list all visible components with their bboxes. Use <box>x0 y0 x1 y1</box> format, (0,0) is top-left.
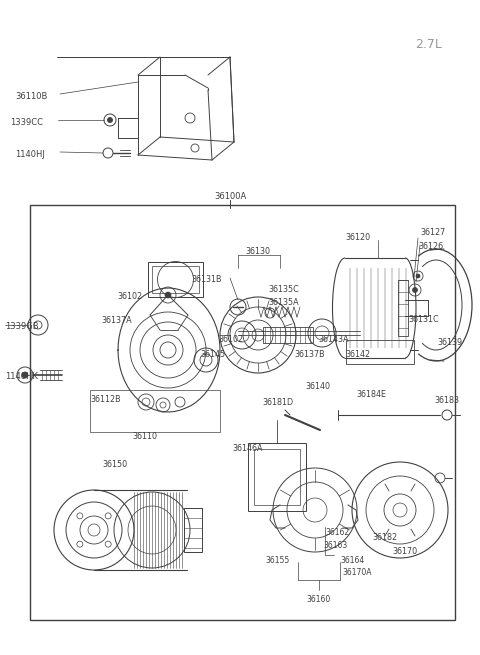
Text: 1339GB: 1339GB <box>5 322 38 331</box>
Bar <box>346 340 414 364</box>
Text: 36120: 36120 <box>346 233 371 242</box>
Bar <box>30 205 455 620</box>
Text: 36164: 36164 <box>340 556 364 565</box>
Text: 36170: 36170 <box>392 547 417 556</box>
Text: 36163: 36163 <box>323 541 347 550</box>
Bar <box>152 266 199 293</box>
Text: 36127: 36127 <box>420 228 445 237</box>
Text: 36170A: 36170A <box>342 568 372 577</box>
Text: 36139: 36139 <box>437 338 462 347</box>
Text: 36184E: 36184E <box>356 390 386 399</box>
Text: 36137B: 36137B <box>294 350 324 359</box>
Bar <box>184 508 202 552</box>
Text: 36160: 36160 <box>307 595 331 604</box>
Circle shape <box>22 372 28 378</box>
Text: 36183: 36183 <box>434 396 459 405</box>
Text: 36102: 36102 <box>219 335 244 344</box>
Bar <box>148 262 203 297</box>
Text: 1140HK: 1140HK <box>5 372 38 381</box>
Bar <box>263 327 313 343</box>
Text: 36130: 36130 <box>245 247 271 256</box>
Circle shape <box>108 117 112 122</box>
Text: 36135C: 36135C <box>268 285 299 294</box>
Text: 36131B: 36131B <box>192 275 222 284</box>
Circle shape <box>416 274 420 278</box>
Text: 36162: 36162 <box>325 528 349 537</box>
Text: 2.7L: 2.7L <box>415 38 442 51</box>
Bar <box>248 443 306 511</box>
Bar <box>398 280 408 336</box>
Text: 1339CC: 1339CC <box>10 118 43 127</box>
Text: 36110: 36110 <box>132 432 157 441</box>
Text: 36155: 36155 <box>266 556 290 565</box>
Text: 36131C: 36131C <box>408 315 439 324</box>
Bar <box>254 449 300 505</box>
Text: 36140: 36140 <box>305 382 331 391</box>
Text: 36145: 36145 <box>201 350 226 359</box>
Circle shape <box>165 292 171 298</box>
Text: 36112B: 36112B <box>90 395 120 404</box>
Text: 36102: 36102 <box>118 292 143 301</box>
Text: 36150: 36150 <box>102 460 128 469</box>
Text: 36143A: 36143A <box>318 335 348 344</box>
Bar <box>90 390 220 432</box>
Text: 36181D: 36181D <box>263 398 294 407</box>
Text: 36146A: 36146A <box>233 444 263 453</box>
Circle shape <box>412 288 418 293</box>
Text: 36142: 36142 <box>346 350 371 359</box>
Text: 36126: 36126 <box>418 242 443 251</box>
Text: 36110B: 36110B <box>15 92 48 101</box>
Text: 36100A: 36100A <box>214 192 246 201</box>
Text: 36135A: 36135A <box>268 298 299 307</box>
Text: 36182: 36182 <box>372 533 397 542</box>
Text: 36137A: 36137A <box>101 316 132 325</box>
Text: 1140HJ: 1140HJ <box>15 150 45 159</box>
